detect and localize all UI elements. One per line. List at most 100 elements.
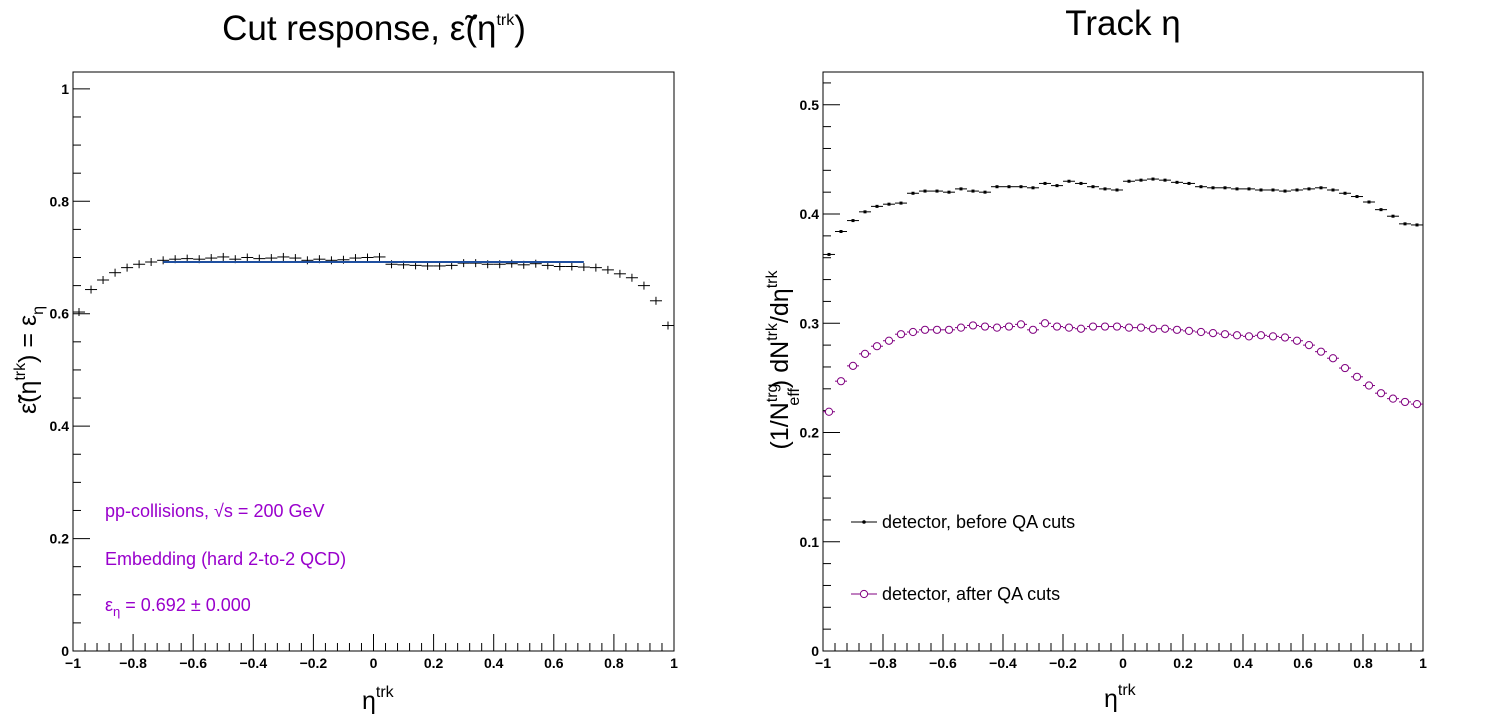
y-tick-label: 0.4 — [800, 206, 820, 222]
data-point — [109, 268, 122, 277]
data-point — [325, 256, 338, 265]
data-point — [1051, 322, 1063, 331]
annotation-embedding: Embedding (hard 2-to-2 QCD) — [105, 549, 346, 569]
data-point — [1099, 187, 1111, 191]
data-point — [919, 325, 931, 334]
data-point — [1075, 181, 1087, 185]
data-point — [577, 263, 590, 272]
data-point — [1351, 372, 1363, 381]
data-point — [157, 256, 170, 265]
data-point — [241, 253, 254, 262]
x-tick-label: 1 — [1419, 655, 1427, 671]
legend-label-before: detector, before QA cuts — [882, 512, 1075, 532]
left-y-axis-label: ε̃(ηtrk) = εη — [12, 306, 47, 414]
data-point — [1387, 394, 1399, 403]
data-point — [589, 263, 602, 272]
x-tick-label: 0 — [370, 655, 378, 671]
data-point — [373, 252, 386, 261]
data-point — [871, 204, 883, 208]
data-point — [205, 254, 218, 263]
data-point — [361, 253, 374, 262]
data-point — [943, 190, 955, 194]
data-point — [955, 187, 967, 191]
data-point — [1147, 324, 1159, 333]
data-point — [1039, 319, 1051, 328]
data-point — [265, 254, 278, 263]
legend-entry-before: detector, before QA cuts — [851, 512, 1075, 532]
data-point — [1063, 179, 1075, 183]
data-point — [1063, 323, 1075, 332]
x-tick-label: 0 — [1119, 655, 1127, 671]
data-point — [1255, 331, 1267, 340]
data-point — [1255, 188, 1267, 192]
x-tick-label: 0.2 — [1173, 655, 1193, 671]
data-point — [1111, 188, 1123, 192]
data-point — [289, 254, 302, 263]
data-point — [625, 273, 638, 282]
data-point — [1315, 347, 1327, 356]
data-point — [301, 256, 314, 265]
data-point — [1387, 214, 1399, 218]
data-point — [565, 262, 578, 271]
y-tick-label: 0.8 — [50, 193, 70, 209]
data-point — [1411, 400, 1423, 409]
data-point — [1087, 322, 1099, 331]
x-tick-label: 0.4 — [1233, 655, 1253, 671]
data-point — [823, 407, 835, 416]
x-tick-label: −0.2 — [1049, 655, 1077, 671]
data-point — [1231, 187, 1243, 191]
data-point — [1351, 195, 1363, 199]
data-point — [1411, 223, 1423, 227]
data-point — [1267, 332, 1279, 341]
data-point — [895, 330, 907, 339]
y-tick-label: 0.3 — [800, 315, 820, 331]
data-point — [1027, 186, 1039, 190]
right-x-axis-label: ηtrk — [1104, 682, 1137, 713]
data-point — [1147, 177, 1159, 181]
data-point — [931, 189, 943, 193]
data-point — [883, 202, 895, 206]
data-point — [907, 191, 919, 195]
data-point — [121, 263, 134, 272]
data-point — [1303, 187, 1315, 191]
x-tick-label: 0.2 — [424, 655, 444, 671]
data-point — [553, 262, 566, 271]
data-point — [1219, 330, 1231, 339]
data-point — [1123, 323, 1135, 332]
data-point — [1039, 181, 1051, 185]
data-point — [991, 323, 1003, 332]
data-point — [1243, 187, 1255, 191]
legend-label-after: detector, after QA cuts — [882, 584, 1060, 604]
data-point — [1003, 322, 1015, 331]
data-point — [895, 201, 907, 205]
data-point — [421, 261, 434, 270]
legend: detector, before QA cuts detector, after… — [851, 512, 1075, 604]
x-tick-label: −0.6 — [179, 655, 207, 671]
data-point — [1015, 320, 1027, 329]
data-point — [649, 296, 662, 305]
legend-marker-after — [859, 589, 869, 599]
left-axes: −1 −0.8 −0.6 −0.4 −0.2 0 0.2 0.4 0.6 0.8 1 0 0.2 0.4 0… — [50, 81, 679, 671]
y-tick-label: 0.6 — [50, 306, 70, 322]
data-point — [991, 185, 1003, 189]
data-point — [1207, 328, 1219, 338]
data-point — [967, 321, 979, 330]
legend-entry-after: detector, after QA cuts — [851, 584, 1060, 604]
data-point — [847, 361, 859, 370]
data-point — [979, 190, 991, 194]
data-point — [613, 269, 626, 278]
y-tick-label: 0 — [61, 643, 69, 659]
data-point — [1135, 178, 1147, 182]
data-point — [1291, 336, 1303, 345]
data-point — [1123, 179, 1135, 183]
data-point — [943, 325, 955, 334]
data-point — [1159, 178, 1171, 182]
data-point — [637, 281, 650, 290]
data-point — [457, 259, 470, 268]
left-data-points — [73, 252, 674, 330]
data-point — [529, 259, 542, 268]
data-point — [469, 259, 482, 268]
data-point — [1171, 180, 1183, 184]
data-point — [1327, 354, 1339, 363]
